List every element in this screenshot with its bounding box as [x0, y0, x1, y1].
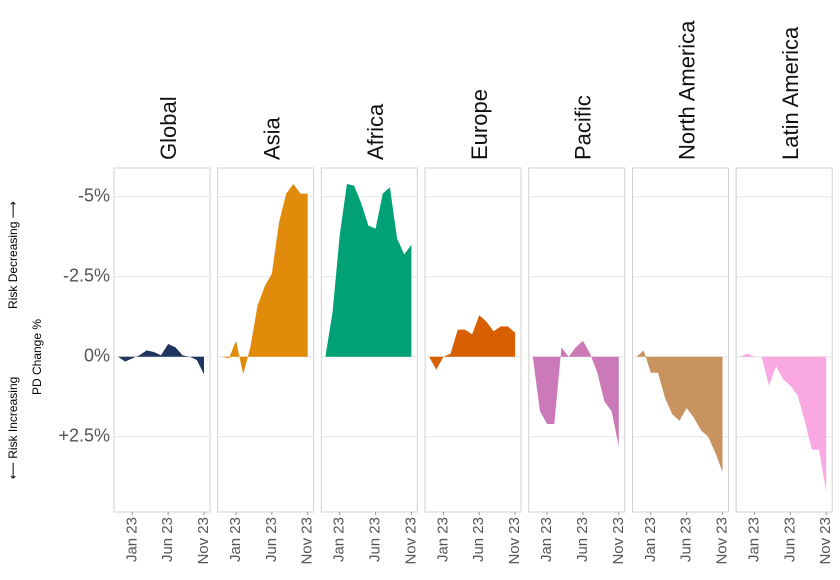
x-tick-label: Jan 23	[123, 517, 140, 562]
area	[429, 315, 516, 370]
x-tick-label: Jun 23	[781, 517, 798, 562]
x-tick-label: Jun 23	[263, 517, 280, 562]
panel-title: Africa	[363, 103, 388, 160]
x-tick-label: Jan 23	[227, 517, 244, 562]
y-tick-label: -2.5%	[63, 266, 110, 286]
panel	[528, 167, 626, 513]
panel	[735, 167, 833, 513]
y-tick-label: 0%	[84, 346, 110, 366]
x-tick-label: Nov 23	[817, 517, 834, 565]
y-axis-label-top: Risk Decreasing ⟶	[6, 201, 20, 309]
x-tick-label: Nov 23	[299, 517, 316, 565]
panel-title: Asia	[260, 116, 285, 160]
area	[636, 350, 723, 472]
x-tick-label: Nov 23	[506, 517, 523, 565]
x-tick-label: Jun 23	[470, 517, 487, 562]
x-tick-label: Jun 23	[574, 517, 591, 562]
x-tick-label: Jun 23	[159, 517, 176, 562]
area	[532, 340, 619, 447]
x-tick-label: Nov 23	[402, 517, 419, 565]
panel-title: North America	[674, 20, 699, 160]
x-tick-label: Jan 23	[642, 517, 659, 562]
x-tick-label: Nov 23	[713, 517, 730, 565]
x-tick-label: Nov 23	[195, 517, 212, 565]
panel-title: Latin America	[778, 26, 803, 160]
area	[325, 184, 412, 357]
x-tick-label: Nov 23	[610, 517, 627, 565]
y-axis-label: PD Change %	[30, 319, 44, 395]
y-tick-label: -5%	[78, 186, 110, 206]
panel	[632, 167, 729, 513]
x-tick-label: Jan 23	[331, 517, 348, 562]
x-tick-label: Jun 23	[678, 517, 695, 562]
area	[740, 353, 827, 492]
area	[221, 184, 308, 375]
panel	[113, 167, 211, 513]
panel-title: Global	[156, 96, 181, 160]
panel-title: Europe	[467, 89, 492, 160]
y-axis-label-bottom: ⟵ Risk Increasing	[6, 377, 20, 480]
x-tick-label: Jun 23	[367, 517, 384, 562]
x-tick-label: Jan 23	[434, 517, 451, 562]
y-tick-label: +2.5%	[58, 426, 110, 446]
x-tick-label: Jan 23	[746, 517, 763, 562]
panel-title: Pacific	[571, 95, 596, 160]
x-tick-label: Jan 23	[538, 517, 555, 562]
